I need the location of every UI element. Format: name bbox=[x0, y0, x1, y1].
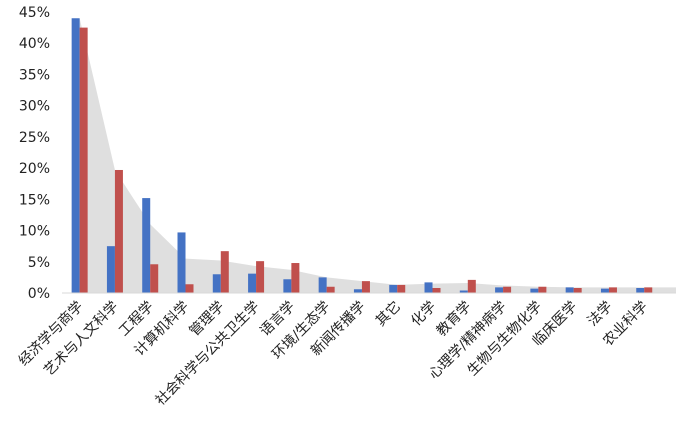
bar-series-1 bbox=[530, 288, 539, 293]
x-tick-label: 其它 bbox=[372, 298, 404, 330]
bar-series-2 bbox=[467, 279, 476, 293]
y-tick-label: 10% bbox=[19, 224, 50, 240]
bar-series-2 bbox=[256, 261, 265, 293]
bar-series-2 bbox=[220, 251, 229, 293]
trend-area bbox=[71, 18, 676, 293]
bar-series-2 bbox=[432, 288, 441, 293]
y-tick-label: 20% bbox=[19, 161, 50, 177]
bar-series-2 bbox=[361, 281, 370, 293]
bar-series-1 bbox=[389, 284, 398, 293]
y-tick-label: 35% bbox=[19, 67, 50, 83]
bar-series-2 bbox=[538, 286, 547, 293]
bar-series-1 bbox=[142, 198, 151, 293]
x-axis: 经济学与商学艺术与人文科学工程学计算机科学管理学社会科学与公共卫生学语言学环境/… bbox=[16, 298, 651, 409]
bars-layer bbox=[71, 18, 653, 293]
bar-series-1 bbox=[353, 289, 362, 293]
bar-series-2 bbox=[608, 287, 617, 293]
bar-series-1 bbox=[565, 287, 574, 293]
bar-series-2 bbox=[150, 264, 159, 293]
bar-series-1 bbox=[283, 279, 292, 293]
bar-series-2 bbox=[573, 288, 582, 293]
x-tick-label: 法学 bbox=[585, 299, 616, 330]
bar-series-1 bbox=[459, 290, 468, 293]
y-tick-label: 25% bbox=[19, 130, 50, 146]
bar-series-1 bbox=[248, 273, 257, 293]
bar-series-1 bbox=[318, 277, 327, 293]
y-tick-label: 5% bbox=[28, 255, 50, 271]
y-tick-label: 15% bbox=[19, 192, 50, 208]
trend-area-layer bbox=[71, 18, 676, 293]
bar-series-1 bbox=[636, 288, 645, 293]
bar-series-2 bbox=[79, 27, 88, 293]
bar-series-1 bbox=[212, 274, 221, 293]
bar-series-2 bbox=[291, 263, 300, 293]
bar-series-2 bbox=[114, 169, 123, 293]
bar-series-2 bbox=[503, 286, 512, 293]
bar-series-1 bbox=[177, 232, 186, 293]
y-tick-label: 0% bbox=[28, 286, 50, 302]
bar-series-1 bbox=[71, 18, 80, 293]
bar-series-1 bbox=[106, 246, 115, 293]
bar-series-1 bbox=[600, 288, 609, 293]
bar-series-1 bbox=[495, 287, 504, 293]
y-tick-label: 40% bbox=[19, 36, 50, 52]
y-tick-label: 30% bbox=[19, 99, 50, 115]
bar-series-2 bbox=[397, 284, 406, 293]
y-axis: 0% 5% 10% 15% 20% 25% 30% 35% 40% 45% bbox=[19, 5, 50, 302]
y-tick-label: 45% bbox=[19, 5, 50, 21]
bar-series-2 bbox=[644, 287, 653, 293]
bar-series-1 bbox=[424, 282, 433, 293]
x-tick-label: 化学 bbox=[408, 299, 439, 330]
bar-series-2 bbox=[185, 284, 194, 293]
bar-series-2 bbox=[326, 286, 335, 293]
